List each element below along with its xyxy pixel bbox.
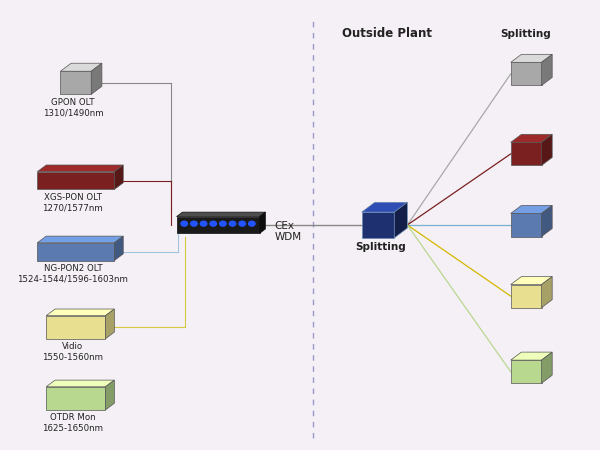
Polygon shape (260, 212, 265, 234)
Polygon shape (511, 360, 542, 383)
Polygon shape (91, 63, 102, 94)
Text: CEx
WDM: CEx WDM (274, 221, 301, 243)
Polygon shape (61, 63, 102, 71)
Polygon shape (511, 284, 542, 308)
Polygon shape (511, 277, 552, 284)
Text: Splitting: Splitting (356, 243, 406, 252)
Text: XGS-PON OLT
1270/1577nm: XGS-PON OLT 1270/1577nm (43, 193, 103, 212)
Polygon shape (511, 213, 542, 237)
Polygon shape (542, 277, 552, 308)
Polygon shape (61, 71, 91, 94)
Polygon shape (46, 309, 115, 315)
Polygon shape (511, 142, 542, 166)
Polygon shape (362, 202, 407, 212)
Circle shape (248, 221, 255, 226)
Text: Vidio
1550-1560nm: Vidio 1550-1560nm (43, 342, 103, 362)
Polygon shape (115, 236, 123, 261)
Polygon shape (511, 206, 552, 213)
Text: NG-PON2 OLT
1524-1544/1596-1603nm: NG-PON2 OLT 1524-1544/1596-1603nm (17, 264, 128, 284)
Polygon shape (37, 243, 115, 261)
Polygon shape (37, 171, 115, 189)
Polygon shape (115, 165, 123, 189)
Polygon shape (542, 54, 552, 86)
Circle shape (200, 221, 207, 226)
Polygon shape (511, 135, 552, 142)
Polygon shape (511, 63, 542, 86)
Polygon shape (542, 206, 552, 237)
Text: GPON OLT
1310/1490nm: GPON OLT 1310/1490nm (43, 98, 103, 117)
Polygon shape (37, 236, 123, 243)
Circle shape (191, 221, 197, 226)
Circle shape (181, 221, 188, 226)
Text: Splitting: Splitting (501, 29, 551, 39)
Circle shape (239, 221, 245, 226)
Polygon shape (106, 309, 115, 339)
Polygon shape (46, 315, 106, 339)
Polygon shape (176, 212, 265, 216)
Polygon shape (46, 387, 106, 410)
Polygon shape (394, 202, 407, 238)
Circle shape (220, 221, 226, 226)
Polygon shape (46, 380, 115, 387)
Polygon shape (176, 216, 260, 234)
Polygon shape (106, 380, 115, 410)
Polygon shape (511, 352, 552, 360)
Text: OTDR Mon
1625-1650nm: OTDR Mon 1625-1650nm (43, 414, 103, 433)
Polygon shape (37, 165, 123, 171)
Circle shape (210, 221, 217, 226)
Polygon shape (362, 212, 394, 238)
Circle shape (229, 221, 236, 226)
Text: Outside Plant: Outside Plant (343, 27, 433, 40)
Polygon shape (542, 135, 552, 166)
Polygon shape (542, 352, 552, 383)
Polygon shape (511, 54, 552, 63)
